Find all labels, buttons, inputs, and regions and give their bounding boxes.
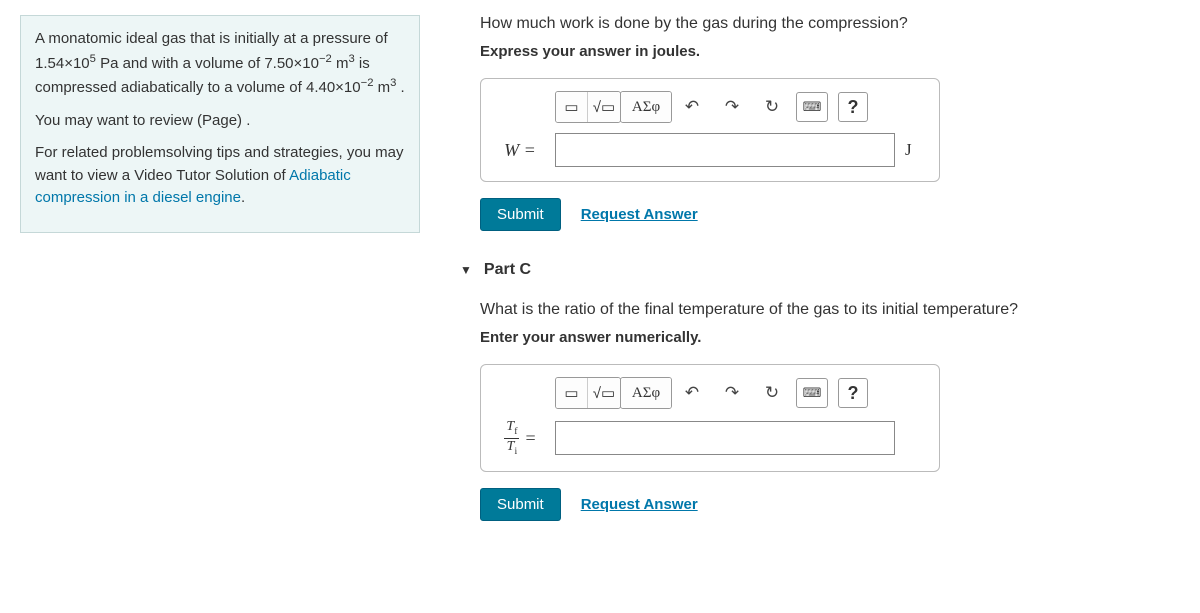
reset-icon[interactable]: ↻	[756, 92, 788, 122]
undo-icon[interactable]: ↶	[676, 378, 708, 408]
collapse-icon[interactable]: ▼	[460, 263, 472, 277]
partC-submit-button[interactable]: Submit	[480, 488, 561, 521]
partB-unit: J	[905, 140, 925, 160]
reset-icon[interactable]: ↻	[756, 378, 788, 408]
partC-request-answer-link[interactable]: Request Answer	[581, 496, 698, 513]
partB-toolbar: ▭ √▭ ΑΣφ ↶ ↷ ↻ ⌨ ?	[555, 91, 925, 123]
partC-variable: Tf Ti =	[495, 419, 545, 457]
review-hint: You may want to review (Page) .	[35, 110, 405, 133]
partB-question: How much work is done by the gas during …	[480, 15, 1180, 33]
partB-request-answer-link[interactable]: Request Answer	[581, 206, 698, 223]
sqrt-icon[interactable]: √▭	[588, 378, 620, 408]
redo-icon[interactable]: ↷	[716, 92, 748, 122]
problem-panel: A monatomic ideal gas that is initially …	[20, 15, 420, 233]
problem-text: A monatomic ideal gas that is initially …	[35, 28, 405, 100]
greek-icon[interactable]: ΑΣφ	[621, 92, 671, 122]
help-icon[interactable]: ?	[838, 378, 868, 408]
templates-icon[interactable]: ▭	[556, 92, 588, 122]
partC-toolbar: ▭ √▭ ΑΣφ ↶ ↷ ↻ ⌨ ?	[555, 377, 925, 409]
partC-question: What is the ratio of the final temperatu…	[480, 301, 1180, 319]
partB-instruction: Express your answer in joules.	[480, 43, 1180, 60]
help-icon[interactable]: ?	[838, 92, 868, 122]
partB-answer-box: ▭ √▭ ΑΣφ ↶ ↷ ↻ ⌨ ? W = J	[480, 78, 940, 182]
keyboard-icon[interactable]: ⌨	[796, 92, 828, 122]
redo-icon[interactable]: ↷	[716, 378, 748, 408]
tutor-hint: For related problemsolving tips and stra…	[35, 142, 405, 210]
partC-input[interactable]	[555, 421, 895, 455]
partB-variable: W =	[495, 140, 545, 161]
partB-submit-button[interactable]: Submit	[480, 198, 561, 231]
tutor-suffix: .	[241, 189, 245, 206]
greek-icon[interactable]: ΑΣφ	[621, 378, 671, 408]
sqrt-icon[interactable]: √▭	[588, 92, 620, 122]
partC-instruction: Enter your answer numerically.	[480, 329, 1180, 346]
partC-answer-box: ▭ √▭ ΑΣφ ↶ ↷ ↻ ⌨ ? Tf Ti =	[480, 364, 940, 472]
partC-header[interactable]: ▼ Part C	[460, 261, 1180, 279]
partB-input[interactable]	[555, 133, 895, 167]
templates-icon[interactable]: ▭	[556, 378, 588, 408]
undo-icon[interactable]: ↶	[676, 92, 708, 122]
answer-area: How much work is done by the gas during …	[480, 0, 1180, 551]
keyboard-icon[interactable]: ⌨	[796, 378, 828, 408]
partC-title: Part C	[484, 261, 531, 279]
